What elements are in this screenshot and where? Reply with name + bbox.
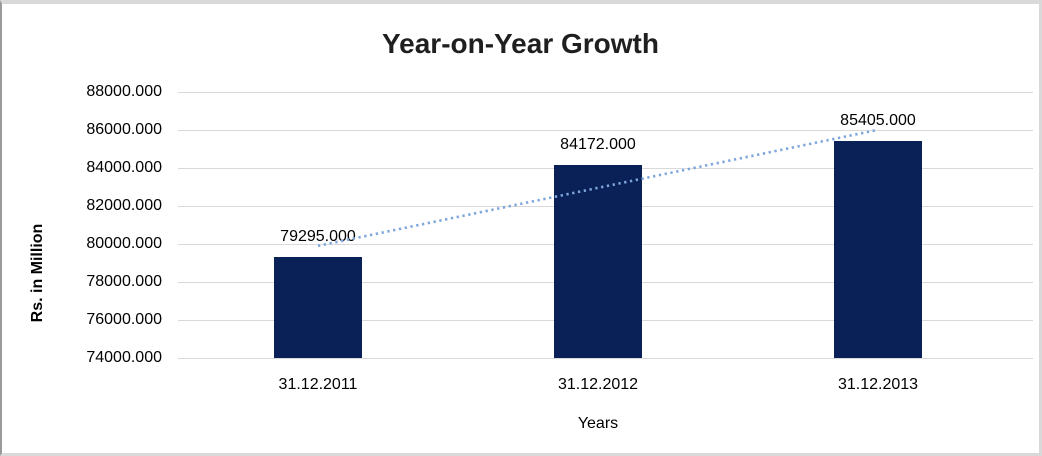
bar — [554, 165, 642, 358]
gridline — [178, 92, 1033, 93]
y-tick-label: 78000.000 — [86, 273, 162, 290]
chart-title: Year-on-Year Growth — [382, 28, 659, 59]
x-tick-label: 31.12.2011 — [278, 376, 358, 393]
y-tick-label: 80000.000 — [86, 235, 162, 252]
x-tick-label: 31.12.2012 — [557, 376, 639, 393]
y-tick-label: 88000.000 — [86, 83, 162, 100]
bar — [834, 141, 922, 358]
y-tick-label: 82000.000 — [86, 197, 162, 214]
y-tick-label: 86000.000 — [86, 121, 162, 138]
bar-value-label: 79295.000 — [280, 228, 356, 245]
gridline — [178, 130, 1033, 131]
bar-value-label: 84172.000 — [560, 136, 636, 153]
gridline — [178, 358, 1033, 359]
bar-value-label: 85405.000 — [840, 112, 916, 129]
x-tick-label: 31.12.2013 — [837, 376, 919, 393]
y-tick-label: 76000.000 — [86, 311, 162, 328]
x-axis-title: Years — [577, 415, 619, 432]
bar — [274, 257, 362, 358]
y-tick-label: 84000.000 — [86, 159, 162, 176]
y-tick-label: 74000.000 — [86, 349, 162, 366]
